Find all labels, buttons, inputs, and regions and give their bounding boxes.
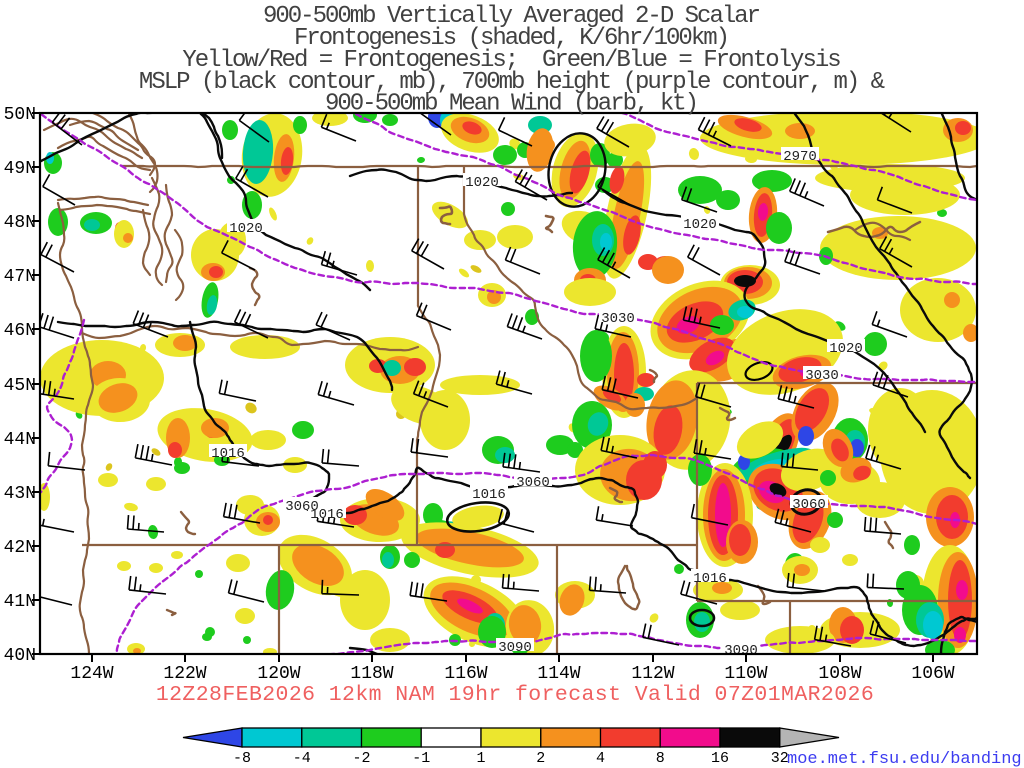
- svg-text:114W: 114W: [537, 664, 580, 684]
- svg-text:41N: 41N: [4, 592, 36, 612]
- svg-text:112W: 112W: [631, 664, 674, 684]
- svg-text:1020: 1020: [465, 175, 499, 191]
- svg-text:43N: 43N: [4, 484, 36, 504]
- svg-text:1020: 1020: [683, 217, 717, 233]
- svg-text:MSLP (black contour, mb), 700m: MSLP (black contour, mb), 700mb height (…: [139, 69, 885, 96]
- svg-text:moe.met.fsu.edu/banding: moe.met.fsu.edu/banding: [787, 750, 1022, 768]
- svg-text:4: 4: [596, 750, 605, 767]
- svg-text:900-500mb Mean Wind (barb, kt): 900-500mb Mean Wind (barb, kt): [325, 91, 697, 118]
- svg-text:45N: 45N: [4, 376, 36, 396]
- svg-text:48N: 48N: [4, 213, 36, 233]
- svg-text:-2: -2: [352, 750, 370, 767]
- svg-text:122W: 122W: [163, 664, 206, 684]
- svg-text:47N: 47N: [4, 267, 36, 287]
- svg-text:Frontogenesis (shaded, K/6hr/1: Frontogenesis (shaded, K/6hr/100km): [294, 25, 728, 52]
- svg-text:44N: 44N: [4, 430, 36, 450]
- svg-text:106W: 106W: [911, 664, 954, 684]
- svg-text:3090: 3090: [498, 640, 532, 656]
- svg-text:110W: 110W: [724, 664, 767, 684]
- svg-text:-8: -8: [233, 750, 251, 767]
- svg-text:3060: 3060: [792, 497, 826, 513]
- svg-text:3090: 3090: [724, 643, 758, 659]
- svg-text:1016: 1016: [693, 571, 727, 587]
- svg-text:118W: 118W: [350, 664, 393, 684]
- svg-text:Yellow/Red = Frontogenesis; G: Yellow/Red = Frontogenesis; Green/Blue =…: [182, 47, 840, 74]
- svg-text:2970: 2970: [783, 149, 817, 165]
- svg-text:32: 32: [771, 750, 789, 767]
- svg-text:3030: 3030: [601, 311, 635, 327]
- svg-text:3030: 3030: [805, 368, 839, 384]
- svg-text:50N: 50N: [4, 105, 36, 125]
- svg-text:-1: -1: [412, 750, 430, 767]
- svg-text:1020: 1020: [829, 341, 863, 357]
- svg-text:900-500mb Vertically Averaged: 900-500mb Vertically Averaged 2-D Scalar: [263, 3, 760, 30]
- svg-text:3060: 3060: [285, 499, 319, 515]
- svg-text:116W: 116W: [444, 664, 487, 684]
- svg-text:120W: 120W: [257, 664, 300, 684]
- svg-text:16: 16: [711, 750, 729, 767]
- svg-text:8: 8: [656, 750, 665, 767]
- svg-text:1016: 1016: [472, 487, 506, 503]
- svg-text:40N: 40N: [4, 646, 36, 666]
- svg-text:3060: 3060: [516, 475, 550, 491]
- svg-text:12Z28FEB2026 12km NAM 19hr for: 12Z28FEB2026 12km NAM 19hr forecast Vali…: [156, 683, 874, 707]
- svg-text:46N: 46N: [4, 321, 36, 341]
- svg-text:1016: 1016: [310, 507, 344, 523]
- svg-text:-4: -4: [293, 750, 311, 767]
- svg-text:124W: 124W: [70, 664, 113, 684]
- svg-text:1016: 1016: [211, 446, 245, 462]
- svg-text:2: 2: [536, 750, 545, 767]
- svg-text:1020: 1020: [229, 221, 263, 237]
- svg-text:108W: 108W: [818, 664, 861, 684]
- svg-text:1: 1: [476, 750, 485, 767]
- svg-text:42N: 42N: [4, 538, 36, 558]
- svg-text:49N: 49N: [4, 159, 36, 179]
